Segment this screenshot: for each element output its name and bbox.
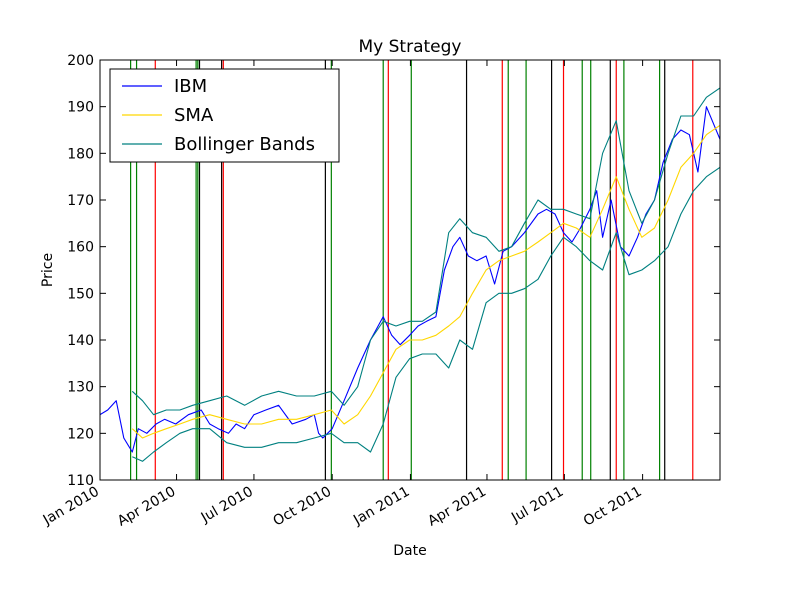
- x-tick-label: Jan 2011: [350, 484, 412, 529]
- bollinger-upper-line: [131, 87, 720, 416]
- x-tick-label: Jul 2010: [198, 484, 256, 527]
- x-tick-label: Oct 2010: [270, 484, 334, 530]
- x-tick-label: Oct 2011: [581, 484, 645, 530]
- y-axis-label: Price: [40, 253, 56, 287]
- y-tick-label: 130: [67, 380, 94, 396]
- x-axis-label: Date: [393, 543, 426, 559]
- x-tick-label: Jan 2010: [40, 484, 102, 529]
- y-tick-label: 190: [67, 100, 94, 116]
- y-tick-label: 110: [67, 473, 94, 489]
- y-tick-label: 160: [67, 240, 94, 256]
- y-axis-ticks: 110 120 130 140 150 160 170 180 190 200: [67, 53, 720, 489]
- bollinger-lower-line: [132, 166, 720, 462]
- legend: IBM SMA Bollinger Bands: [109, 68, 340, 163]
- y-tick-label: 170: [67, 193, 94, 209]
- y-tick-label: 120: [67, 426, 94, 442]
- series-layer: [100, 87, 720, 462]
- legend-label-sma: SMA: [174, 105, 214, 126]
- y-tick-label: 180: [67, 146, 94, 162]
- y-tick-label: 150: [67, 286, 94, 302]
- y-tick-label: 200: [67, 53, 94, 69]
- chart-title: My Strategy: [359, 37, 462, 57]
- ibm-price-line: [100, 106, 720, 453]
- legend-label-ibm: IBM: [174, 76, 207, 97]
- x-tick-label: Apr 2010: [115, 484, 179, 530]
- sma-line: [131, 124, 720, 439]
- x-tick-label: Apr 2011: [425, 484, 489, 530]
- x-tick-label: Jul 2011: [508, 484, 566, 527]
- legend-label-bollinger: Bollinger Bands: [174, 134, 315, 155]
- y-tick-label: 140: [67, 333, 94, 349]
